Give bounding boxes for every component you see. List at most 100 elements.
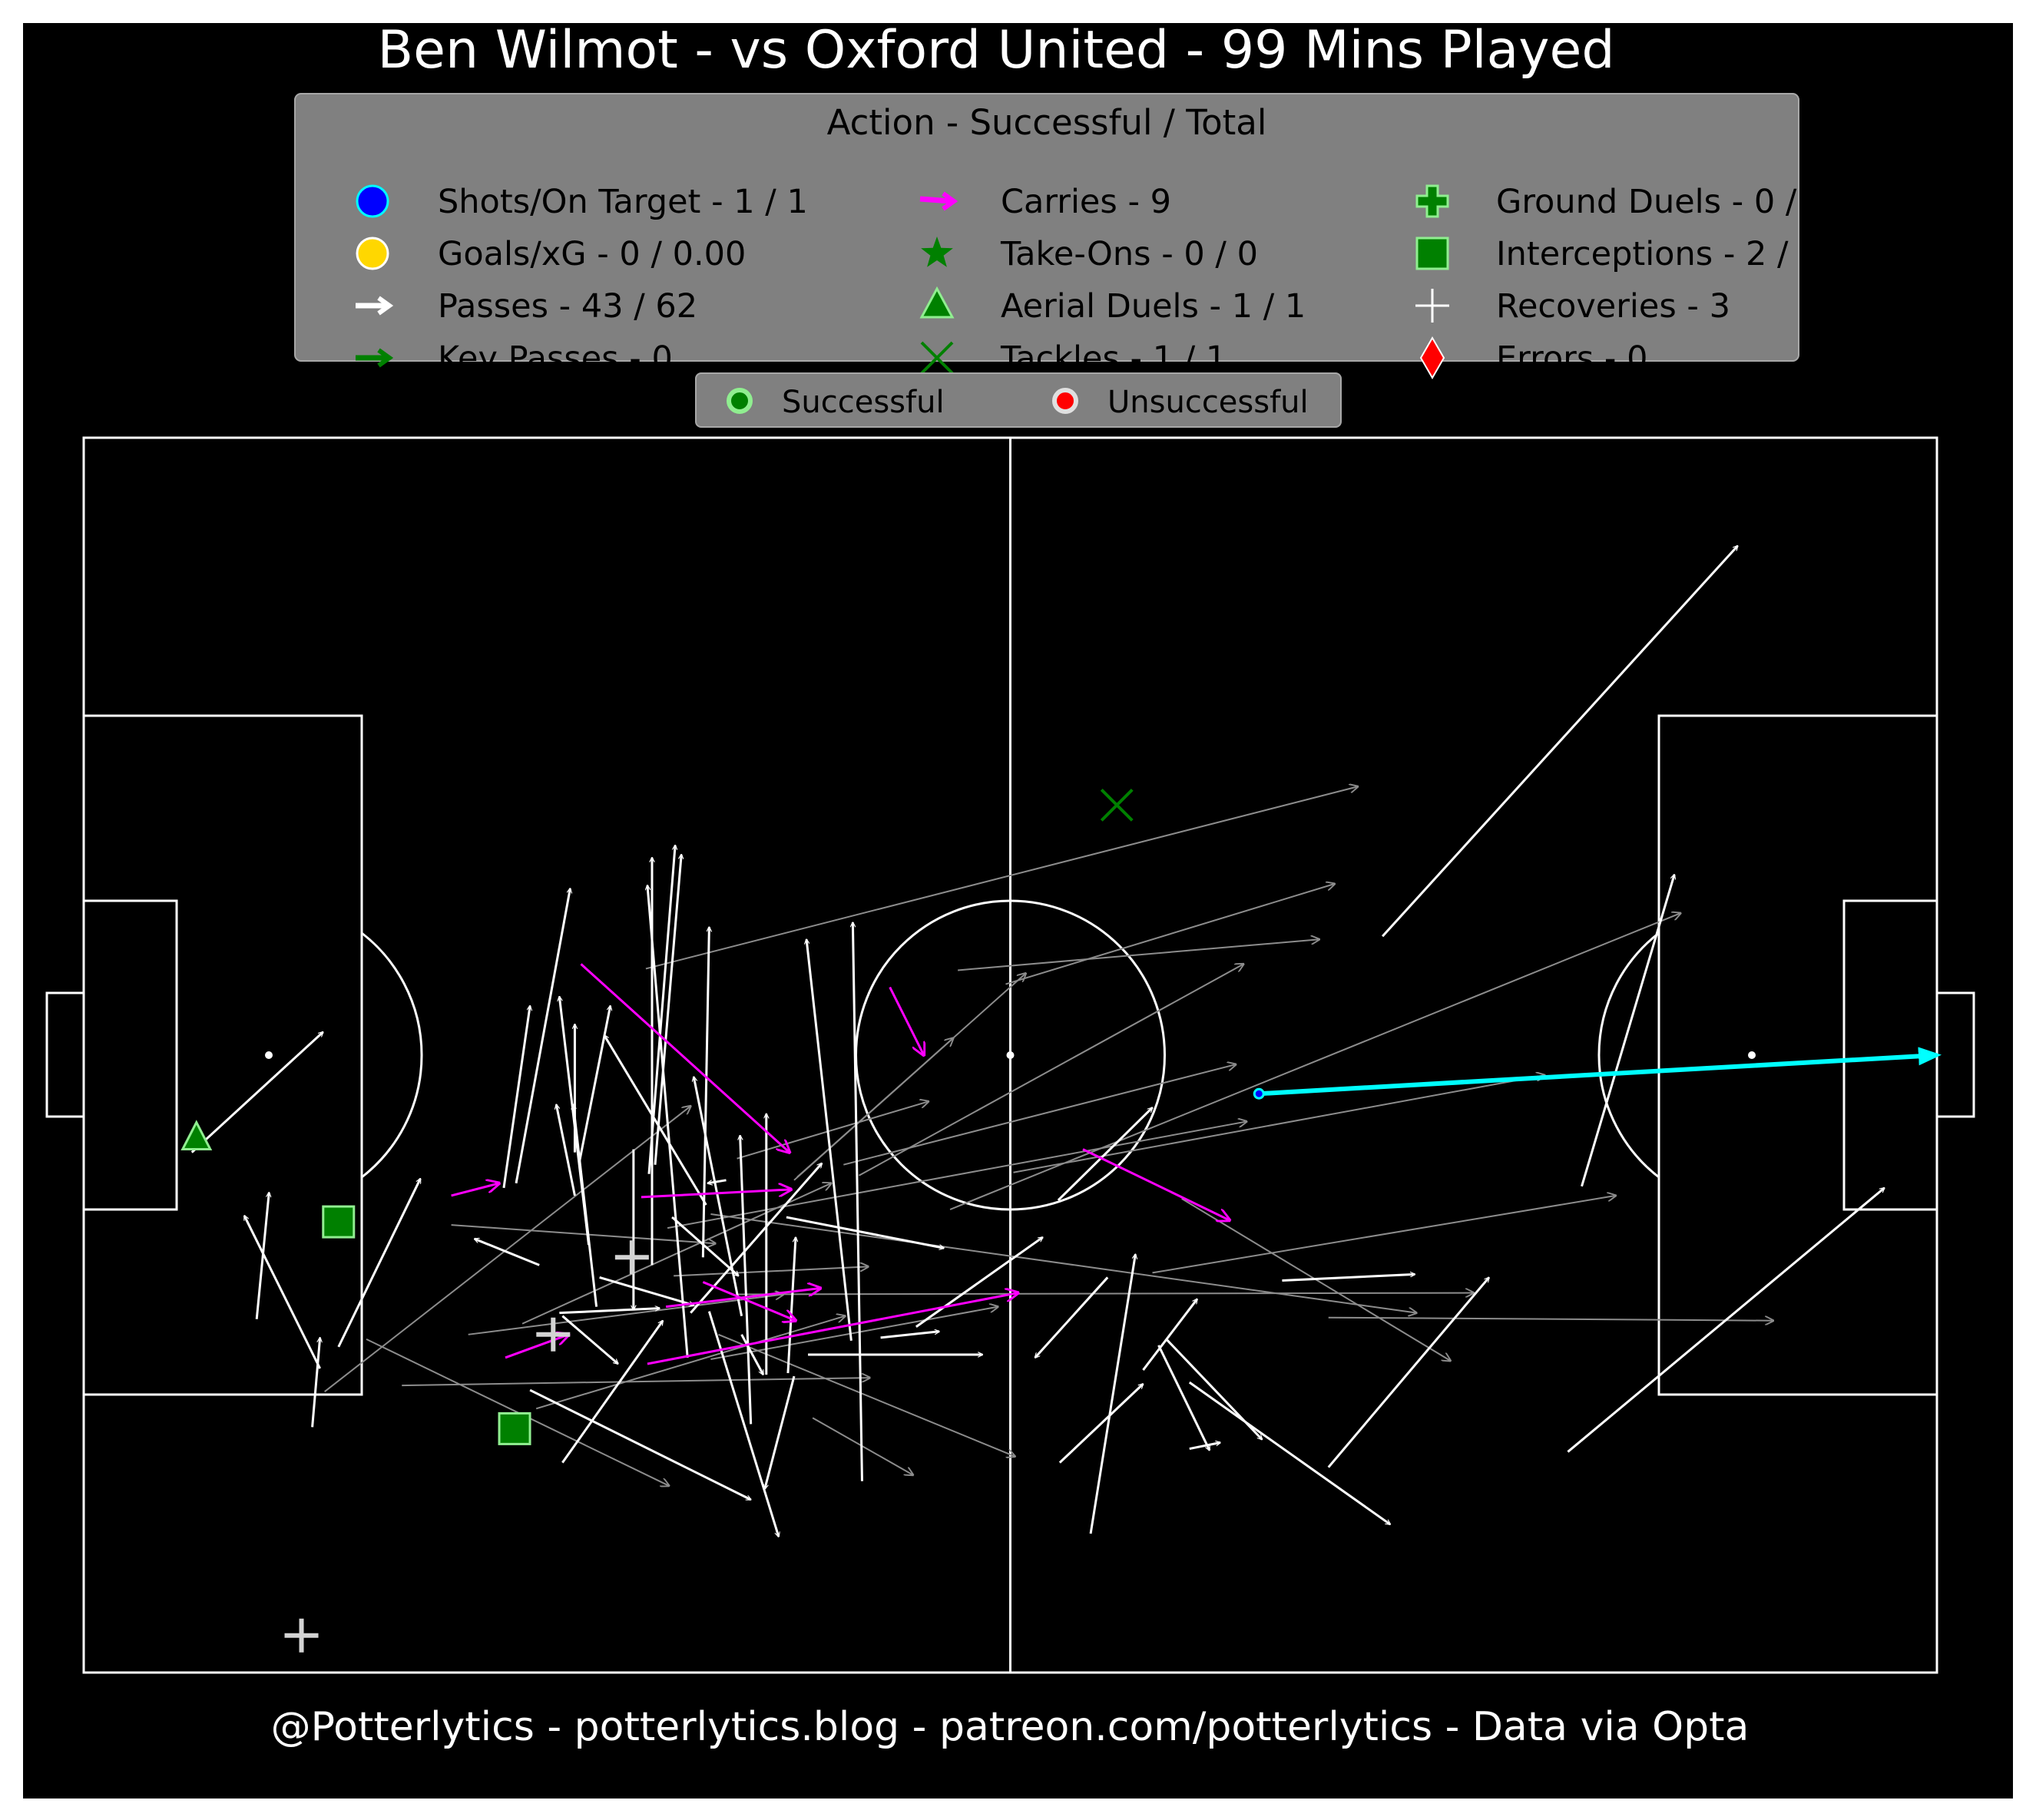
unsuccessful-pass-arrow (1328, 1318, 1773, 1321)
legend-item-label: Key Passes - 0 (438, 339, 673, 378)
successful-pass-arrow (561, 1315, 617, 1364)
green-triangle-icon (919, 286, 955, 319)
unsuccessful-dot-icon (1052, 388, 1078, 414)
successful-pass-arrow (654, 855, 681, 1165)
successful-label: Successful (782, 385, 945, 420)
successful-pass-arrow (529, 1388, 751, 1501)
unsuccessful-pass-arrow (402, 1378, 869, 1387)
successful-pass-arrow (599, 1276, 694, 1305)
defensive-events (180, 788, 1134, 1653)
unsuccessful-pass-arrow (645, 786, 1358, 970)
successful-pass-arrow (880, 1332, 939, 1339)
right-penalty-area (1657, 714, 1938, 1396)
legend-box (294, 93, 1799, 362)
blue-circle-icon (356, 184, 389, 218)
successful-pass-arrow (515, 888, 570, 1184)
successful-pass-arrow (1189, 1443, 1220, 1451)
unsuccessful-pass-arrow (324, 1106, 691, 1392)
interception-marker (498, 1411, 531, 1445)
carry-arrow (580, 963, 789, 1152)
unsuccessful-pass-arrow (858, 964, 1243, 1176)
unsuccessful-pass-arrow (674, 1266, 868, 1277)
unsuccessful-pass-arrow (718, 1333, 1015, 1457)
unsuccessful-pass-arrow (796, 973, 1026, 1178)
arrow-head (377, 348, 394, 368)
unsuccessful-passes (324, 786, 1773, 1486)
legend-item-label: Tackles - 1 / 1 (1000, 339, 1227, 378)
recovery-marker (614, 1240, 649, 1275)
chart-title: Ben Wilmot - vs Oxford United - 99 Mins … (378, 23, 1615, 81)
legend-title: Action - Successful / Total (827, 102, 1267, 143)
carry-arrow (1082, 1148, 1230, 1220)
unsuccessful-pass-arrow (738, 1293, 1474, 1295)
unsuccessful-pass-arrow (468, 1295, 783, 1335)
successful-pass-arrow (559, 1309, 660, 1315)
plus-shape (1415, 289, 1449, 323)
gold-circle-icon (356, 237, 389, 270)
successful-pass-arrow (1057, 1107, 1153, 1202)
successful-pass-arrow (578, 1006, 610, 1162)
legend-item-label: Carries - 9 (1001, 183, 1171, 221)
arrow-head (377, 296, 394, 316)
successful-pass-arrow (915, 1236, 1043, 1328)
legend-item-label: Aerial Duels - 1 / 1 (1001, 287, 1306, 326)
successful-pass-arrow (647, 885, 689, 1358)
successful-pass-arrow (573, 1104, 598, 1307)
successful-pass-arrow (1581, 875, 1675, 1187)
action-legend: Action - Successful / Total Shots/On Tar… (294, 93, 1828, 380)
left-penalty-arc (361, 932, 423, 1179)
gold-circle-shape (356, 237, 389, 270)
triangle-shape (919, 286, 955, 319)
unsuccessful-pass-arrow (710, 1213, 1416, 1313)
successful-pass-arrow (1165, 1338, 1263, 1440)
red-diamond-icon (1419, 336, 1445, 380)
successful-pass-arrow (1282, 1274, 1415, 1282)
left-six-yard-box (82, 899, 178, 1211)
unsuccessful-pass-arrow (710, 1307, 998, 1360)
successful-pass-arrow (694, 1077, 743, 1316)
legend-item-label: Shots/On Target - 1 / 1 (438, 183, 808, 221)
legend-item-label: Take-Ons - 0 / 0 (1000, 235, 1258, 273)
carry-arrow (451, 1183, 499, 1197)
successful-pass-arrow (1567, 1188, 1884, 1453)
pitch (45, 436, 1975, 1674)
successful-pass-arrow (765, 1375, 796, 1489)
shot-arrow (1259, 1047, 1942, 1097)
green-plus-icon (1415, 184, 1449, 218)
successful-pass-arrow (690, 1163, 822, 1314)
carry-arrow (641, 1190, 791, 1199)
legend-item-label: Passes - 43 / 62 (438, 287, 697, 326)
successful-pass-arrow (190, 1032, 323, 1153)
successful-pass-arrow (1188, 1381, 1390, 1526)
successful-pass-arrow (740, 1334, 765, 1375)
legend-item-label: Recoveries - 3 (1496, 287, 1730, 326)
successful-pass-arrow (556, 1104, 576, 1196)
successful-pass-arrow (561, 1321, 664, 1464)
successful-pass-arrow (671, 1216, 738, 1276)
successful-pass-arrow (1142, 1299, 1199, 1371)
successful-pass-arrow (603, 1035, 707, 1206)
successful-pass-arrow (707, 1179, 727, 1183)
legend-item-label: Errors - 0 (1496, 339, 1647, 378)
successful-pass-arrow (1157, 1345, 1211, 1451)
footer-credits: @Potterlytics - potterlytics.blog - patr… (271, 1704, 1750, 1750)
successful-pass-arrow (1035, 1276, 1109, 1358)
recovery-marker (284, 1618, 319, 1653)
unsuccessful-pass-arrow (958, 939, 1319, 971)
shots (1253, 1047, 1942, 1100)
arrow-shaft (919, 196, 952, 204)
unsuccessful-pass-arrow (1013, 1075, 1545, 1173)
unsuccessful-pass-arrow (843, 1064, 1236, 1166)
left-penalty-area (82, 714, 363, 1396)
carry-arrow (889, 986, 924, 1055)
successful-pass-arrow (243, 1216, 322, 1369)
right-penalty-spot (1748, 1051, 1756, 1059)
diamond-shape (1419, 336, 1445, 380)
successful-pass-arrow (852, 922, 863, 1481)
unsuccessful-pass-arrow (667, 1121, 1246, 1229)
successful-pass-arrow (786, 1237, 796, 1374)
carries (451, 963, 1230, 1365)
pass-map-chart: Ben Wilmot - vs Oxford United - 99 Mins … (45, 20, 1975, 1750)
successful-pass-arrow (806, 939, 852, 1342)
successful-pass-arrow (701, 927, 709, 1258)
